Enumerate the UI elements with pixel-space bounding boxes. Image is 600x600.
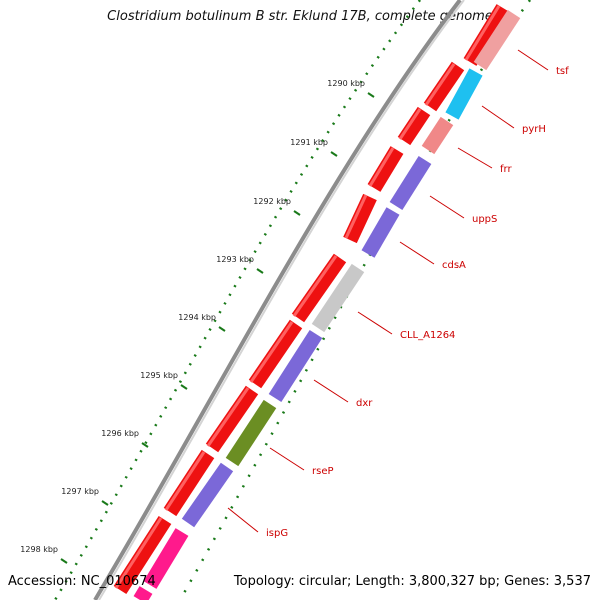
forward-cds-highlight bbox=[114, 517, 163, 589]
gene-label: frr bbox=[500, 164, 512, 175]
tick-label: 1294 kbp bbox=[178, 313, 216, 322]
tick-label: 1295 kbp bbox=[140, 371, 178, 380]
scale-tick bbox=[330, 151, 338, 157]
gene-track bbox=[133, 9, 521, 600]
gene-leader-line bbox=[517, 49, 549, 71]
tick-label: 1298 kbp bbox=[20, 545, 58, 554]
gene-label: dxr bbox=[356, 398, 373, 409]
scale-tick bbox=[60, 558, 68, 564]
tick-label: 1293 kbp bbox=[216, 255, 254, 264]
forward-cds-highlight bbox=[164, 451, 206, 511]
forward-cds-highlight bbox=[398, 108, 422, 140]
scale-dots bbox=[53, 0, 421, 600]
gene-segment bbox=[421, 116, 454, 155]
gene-segment bbox=[225, 399, 277, 467]
forward-cds-highlight bbox=[249, 321, 294, 383]
gene-segment bbox=[473, 9, 521, 71]
gene-label: pyrH bbox=[522, 124, 546, 135]
gene-segment bbox=[133, 586, 153, 600]
scale-tick bbox=[141, 442, 149, 448]
gene-leader-line bbox=[457, 147, 493, 169]
forward-cds bbox=[248, 319, 303, 389]
forward-cds bbox=[113, 515, 172, 595]
scale-tick bbox=[101, 500, 109, 506]
forward-cds bbox=[343, 193, 377, 244]
gene-segment bbox=[181, 462, 234, 528]
scale-tick bbox=[293, 210, 301, 216]
forward-cds-highlight bbox=[464, 5, 501, 61]
forward-cds bbox=[367, 146, 404, 192]
forward-cds bbox=[397, 106, 431, 146]
gene-segment bbox=[389, 156, 432, 210]
tick-label: 1296 kbp bbox=[101, 429, 139, 438]
forward-cds bbox=[463, 4, 510, 66]
gene-label: uppS bbox=[472, 214, 497, 225]
forward-cds bbox=[423, 61, 465, 112]
forward-cds-track bbox=[113, 4, 510, 595]
backbone-outer bbox=[93, 0, 462, 600]
gene-label: cdsA bbox=[442, 260, 466, 271]
forward-cds-highlight bbox=[292, 255, 338, 317]
tick-label: 1290 kbp bbox=[327, 79, 365, 88]
map-title: Clostridium botulinum B str. Eklund 17B,… bbox=[107, 9, 493, 24]
gene-leader-line bbox=[429, 195, 465, 219]
gene-leader-line bbox=[227, 507, 259, 533]
gene-leader-line bbox=[399, 241, 435, 265]
gene-segment bbox=[445, 68, 483, 120]
forward-cds-highlight bbox=[424, 63, 456, 106]
tick-label: 1292 kbp bbox=[253, 197, 291, 206]
scale-tick bbox=[256, 268, 264, 274]
scale-ticks: 1290 kbp 1291 kbp 1292 kbp 1293 kbp 1294 kbp… bbox=[20, 79, 375, 564]
gene-leader-line bbox=[357, 311, 393, 335]
scale-tick bbox=[180, 384, 188, 390]
tick-label: 1297 kbp bbox=[61, 487, 99, 496]
gene-label: rseP bbox=[312, 466, 334, 477]
gene-segment bbox=[268, 329, 323, 403]
gene-label: ispG bbox=[266, 528, 288, 539]
gene-segment bbox=[361, 207, 400, 258]
scale-tick bbox=[218, 326, 226, 332]
tick-label: 1291 kbp bbox=[290, 138, 328, 147]
forward-cds bbox=[205, 385, 259, 453]
genome-summary-text: Topology: circular; Length: 3,800,327 bp… bbox=[233, 574, 591, 589]
gene-segment bbox=[143, 528, 189, 589]
gene-leader-line bbox=[481, 105, 515, 129]
forward-cds-highlight bbox=[344, 194, 368, 239]
forward-cds bbox=[163, 449, 215, 517]
gene-leader-line bbox=[313, 379, 349, 403]
gene-label: tsf bbox=[556, 66, 569, 77]
accession-text: Accession: NC_010674 bbox=[8, 574, 156, 589]
backbone-inner bbox=[98, 0, 465, 600]
forward-cds-highlight bbox=[368, 147, 395, 187]
scale-tick bbox=[367, 92, 375, 98]
gene-leader-line bbox=[269, 447, 305, 471]
gene-segment bbox=[311, 263, 365, 333]
forward-cds-highlight bbox=[206, 387, 250, 447]
forward-cds bbox=[291, 253, 347, 323]
gene-label: CLL_A1264 bbox=[400, 330, 455, 341]
